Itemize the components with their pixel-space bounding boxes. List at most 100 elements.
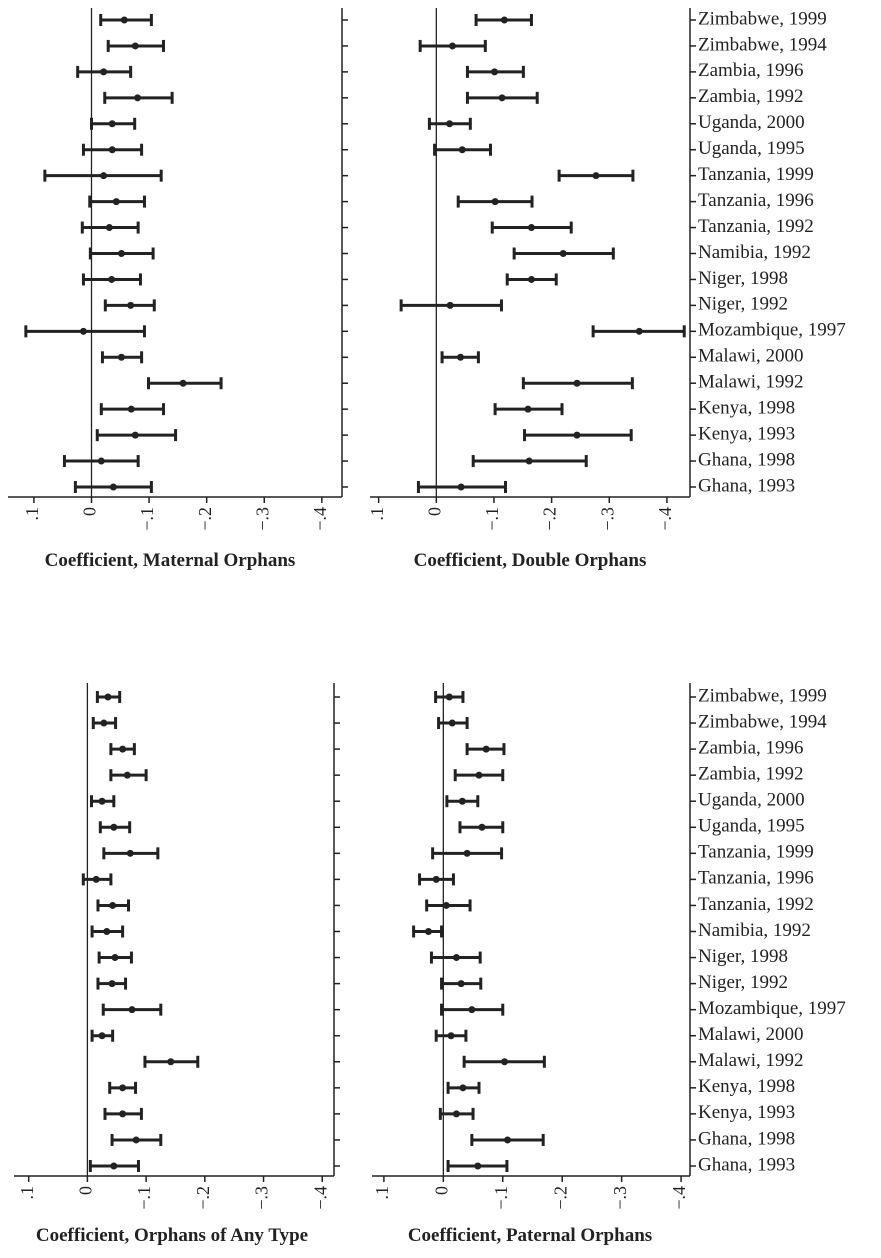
point [128, 1006, 136, 1014]
y-tick-label: Kenya, 1993 [698, 423, 795, 444]
point [108, 146, 116, 154]
point [120, 16, 128, 24]
point [559, 250, 567, 257]
point [127, 405, 135, 413]
y-tick-label: Tanzania, 1999 [698, 842, 814, 863]
point [525, 457, 533, 465]
y-tick-label: Zambia, 1992 [698, 86, 804, 107]
point [98, 797, 106, 805]
point [108, 120, 116, 128]
y-tick-label: Uganda, 2000 [698, 112, 805, 133]
point [134, 94, 142, 102]
point [100, 719, 108, 727]
point [424, 928, 432, 935]
point [498, 94, 506, 102]
point [119, 1110, 127, 1118]
y-tick-label: Niger, 1992 [698, 972, 788, 993]
point [459, 1084, 467, 1092]
point [457, 483, 465, 491]
y-tick-label: Tanzania, 1992 [698, 216, 814, 237]
point [468, 1006, 476, 1014]
point [105, 224, 113, 232]
point [97, 457, 105, 465]
point [109, 483, 117, 491]
x-tick-label: −.3 [610, 1186, 630, 1210]
y-tick-label: Tanzania, 1999 [698, 164, 814, 185]
y-tick-label: Zimbabwe, 1999 [698, 8, 827, 29]
x-tick-label: −.3 [597, 507, 617, 531]
y-tick-label: Ghana, 1998 [698, 1128, 795, 1149]
point [109, 901, 117, 909]
point [482, 745, 490, 753]
y-tick-label: Mozambique, 1997 [698, 320, 846, 341]
point [448, 719, 456, 727]
point [442, 901, 450, 909]
point [167, 1058, 175, 1066]
y-tick-label: Tanzania, 1996 [698, 868, 814, 889]
x-tick-label: .1 [372, 1186, 392, 1200]
point [592, 172, 600, 180]
point [475, 771, 483, 779]
point [448, 42, 456, 50]
point [111, 954, 119, 962]
x-tick-label: .1 [22, 507, 42, 521]
point [452, 954, 460, 962]
point [500, 16, 508, 24]
point [527, 275, 535, 283]
point [491, 68, 499, 76]
point [104, 693, 112, 701]
y-tick-label: Ghana, 1993 [698, 475, 795, 496]
y-tick-label: Tanzania, 1992 [698, 894, 814, 915]
point [452, 1110, 460, 1118]
y-tick-label: Zambia, 1996 [698, 60, 804, 81]
y-tick-label: Uganda, 1995 [698, 816, 805, 837]
point [457, 980, 465, 988]
point [108, 275, 116, 283]
point [457, 353, 465, 361]
x-tick-label: .1 [367, 507, 387, 521]
x-tick-label: .1 [17, 1186, 37, 1200]
y-tick-label: Namibia, 1992 [698, 920, 811, 941]
point [132, 1136, 140, 1144]
point [478, 823, 486, 831]
y-tick-label: Zambia, 1992 [698, 764, 804, 785]
point [447, 1032, 455, 1040]
y-tick-label: Zambia, 1996 [698, 737, 804, 758]
y-tick-label: Tanzania, 1996 [698, 190, 814, 211]
point [635, 327, 643, 335]
point [573, 379, 581, 387]
x-tick-label: 0 [431, 1186, 451, 1195]
x-tick-label: −.2 [550, 1186, 570, 1210]
y-tick-label: Kenya, 1993 [698, 1102, 795, 1123]
y-tick-label: Niger, 1992 [698, 294, 788, 315]
point [92, 875, 100, 883]
point [573, 431, 581, 439]
point [103, 928, 111, 935]
x-tick-label: −.4 [669, 1186, 689, 1210]
point [110, 823, 118, 831]
y-tick-label: Namibia, 1992 [698, 242, 811, 263]
point [119, 745, 127, 753]
point [501, 1058, 509, 1066]
point [119, 1084, 127, 1092]
x-axis-label: Coefficient, Paternal Orphans [408, 1225, 652, 1246]
y-tick-label: Uganda, 2000 [698, 790, 805, 811]
point [474, 1162, 482, 1170]
point [179, 379, 187, 387]
point [117, 250, 125, 257]
x-axis-label: Coefficient, Double Orphans [414, 550, 647, 571]
point [491, 198, 499, 206]
point [110, 1162, 118, 1170]
point [79, 327, 87, 335]
point [527, 224, 535, 232]
y-tick-label: Zimbabwe, 1999 [698, 685, 827, 706]
y-tick-label: Mozambique, 1997 [698, 998, 846, 1019]
x-tick-label: −.1 [137, 507, 157, 531]
point [127, 301, 135, 309]
x-tick-label: −.3 [252, 507, 272, 531]
x-tick-label: −.1 [491, 1186, 511, 1210]
point [100, 172, 108, 180]
x-tick-label: 0 [76, 1186, 96, 1195]
x-tick-label: −.2 [540, 507, 560, 531]
y-tick-label: Zimbabwe, 1994 [698, 34, 827, 55]
